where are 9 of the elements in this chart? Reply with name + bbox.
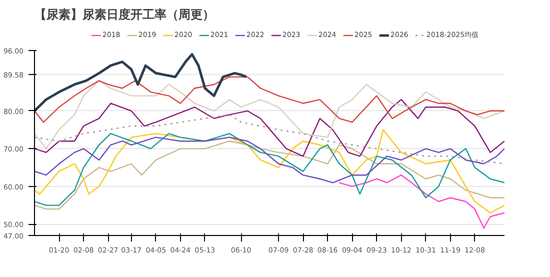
line-series (34, 140, 504, 210)
line-series (34, 80, 504, 150)
line-series (34, 76, 504, 123)
chart-title: 【尿素】尿素日度开工率（周更） (34, 8, 214, 22)
line-series (34, 136, 504, 184)
line-series (34, 114, 504, 164)
line-series (34, 98, 504, 157)
line-series (338, 174, 504, 229)
line-series (34, 53, 248, 112)
